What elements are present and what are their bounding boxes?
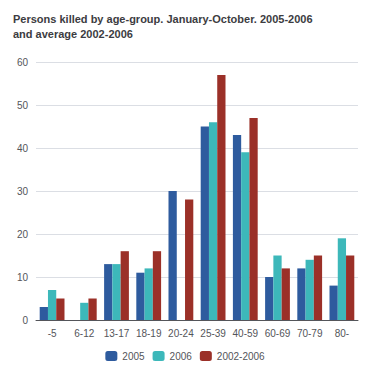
svg-text:40-59: 40-59 — [233, 328, 259, 339]
svg-text:Persons killed by age-group. J: Persons killed by age-group. January-Oct… — [13, 13, 313, 25]
svg-text:0: 0 — [22, 315, 28, 326]
svg-text:18-19: 18-19 — [136, 328, 162, 339]
svg-text:2002-2006: 2002-2006 — [217, 351, 265, 362]
svg-text:60: 60 — [17, 57, 29, 68]
svg-text:70-79: 70-79 — [297, 328, 323, 339]
svg-text:80-: 80- — [335, 328, 349, 339]
svg-text:30: 30 — [17, 186, 29, 197]
svg-text:20-24: 20-24 — [168, 328, 194, 339]
svg-text:10: 10 — [17, 272, 29, 283]
svg-text:60-69: 60-69 — [265, 328, 291, 339]
svg-text:-5: -5 — [48, 328, 57, 339]
svg-text:and average 2002-2006: and average 2002-2006 — [13, 28, 133, 40]
svg-text:50: 50 — [17, 100, 29, 111]
svg-text:6-12: 6-12 — [74, 328, 94, 339]
svg-text:2006: 2006 — [170, 351, 193, 362]
svg-text:40: 40 — [17, 143, 29, 154]
svg-text:2005: 2005 — [122, 351, 145, 362]
svg-text:20: 20 — [17, 229, 29, 240]
svg-text:13-17: 13-17 — [104, 328, 130, 339]
svg-text:25-39: 25-39 — [200, 328, 226, 339]
